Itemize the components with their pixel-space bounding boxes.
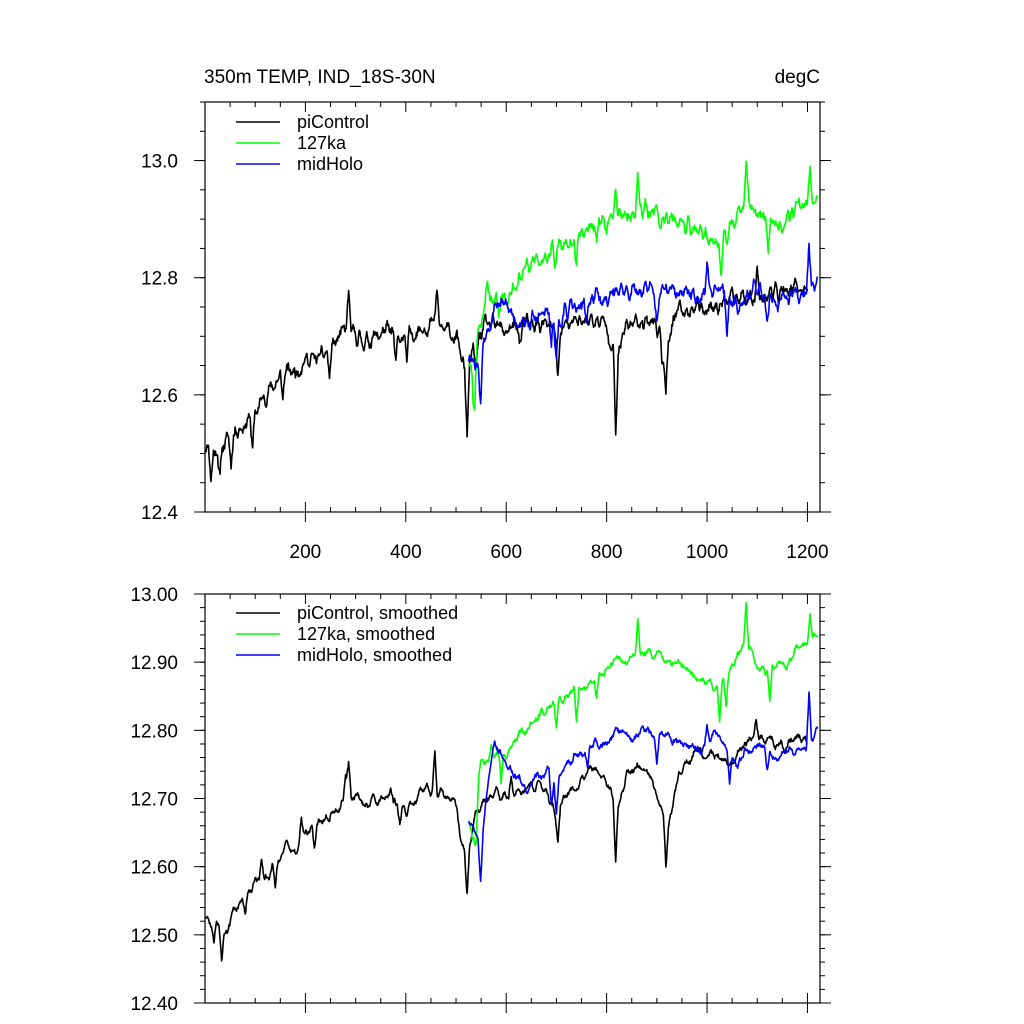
y-tick-label: 13.00 [130,585,178,606]
series-line-midHolo [467,691,819,883]
legend-label-midHolo: midHolo [297,154,363,174]
series-line-127ka [467,160,819,411]
y-tick-label: 12.70 [130,790,178,811]
x-tick-label: 200 [290,542,322,563]
x-tick-label: 1000 [686,542,728,563]
y-tick-label: 12.80 [130,721,178,742]
top-panel-units: degC [775,67,820,88]
x-tick-label: 600 [490,542,522,563]
legend-label-midHolo: midHolo, smoothed [297,645,452,665]
top-panel-axes: 200 400 600 800 1000 1200 12.4 12.6 12.8 13.0 [141,101,831,563]
legend-label-piControl: piControl, smoothed [297,603,458,623]
y-tick-label: 12.4 [141,503,178,524]
legend-label-piControl: piControl [297,112,369,132]
legend-label-127ka: 127ka [297,133,347,153]
series-line-midHolo [467,242,819,405]
series-line-piControl [204,265,809,483]
top-panel-title: 350m TEMP, IND_18S-30N [204,67,436,88]
y-tick-label: 12.40 [130,994,178,1015]
y-tick-label: 13.0 [141,152,178,173]
y-tick-label: 12.60 [130,858,178,879]
bottom-panel-axes: 12.40 12.50 12.60 12.70 12.80 12.90 13.00 [130,585,831,1015]
x-tick-label: 800 [591,542,623,563]
series-line-piControl [204,718,808,962]
y-tick-label: 12.8 [141,269,178,290]
x-tick-label: 400 [390,542,422,563]
y-tick-label: 12.50 [130,926,178,947]
series-line-127ka [467,601,819,847]
top-panel-series [204,160,819,483]
y-tick-label: 12.6 [141,386,178,407]
bottom-panel-series [204,601,819,962]
top-panel-raw: 350m TEMP, IND_18S-30N degC 200 400 600 800… [141,67,831,563]
bottom-panel-smoothed: 12.40 12.50 12.60 12.70 12.80 12.90 13.00 piCo… [130,585,831,1015]
y-tick-label: 12.90 [130,653,178,674]
legend-label-127ka: 127ka, smoothed [297,624,435,644]
x-tick-label: 1200 [786,542,828,563]
